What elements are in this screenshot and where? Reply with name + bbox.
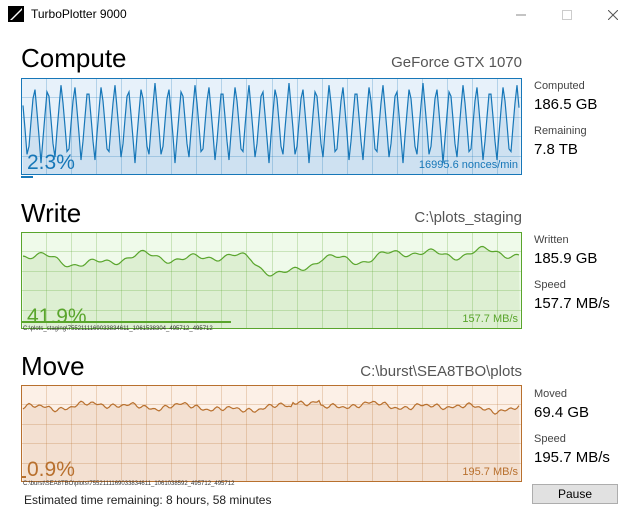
write-percent: 41.9%: [27, 305, 87, 328]
move-speed-value: 195.7 MB/s: [534, 449, 610, 466]
compute-graph: 2.3% 16995.6 nonces/min: [21, 78, 522, 175]
written-value: 185.9 GB: [534, 250, 598, 267]
move-progress-fill: [21, 476, 26, 478]
compute-progress-fill: [21, 176, 33, 178]
graph-grid: [22, 79, 521, 174]
write-graph-plot: [21, 232, 522, 329]
minimize-button[interactable]: [498, 0, 544, 30]
activity-line: [22, 399, 520, 415]
title-bar: TurboPlotter 9000: [0, 0, 636, 30]
compute-graph-plot: [21, 78, 522, 175]
compute-progress: [21, 176, 522, 178]
moved-label: Moved: [534, 388, 568, 400]
move-file: C:\burst\SEA8TBO\plots\75521111690338346…: [23, 481, 235, 487]
write-file: C:\plots_staging\7552111169033834611_106…: [23, 326, 213, 332]
computed-label: Computed: [534, 80, 585, 92]
app-logo-icon: [8, 6, 24, 22]
write-speed-label: Speed: [534, 279, 566, 291]
graph-grid: [22, 233, 521, 328]
write-title: Write: [21, 198, 82, 228]
maximize-icon: [562, 10, 572, 20]
write-progress-fill: [21, 321, 231, 323]
minimize-icon: [516, 14, 526, 16]
compute-rate: 16995.6 nonces/min: [418, 159, 518, 171]
activity-line: [22, 245, 520, 277]
move-graph-plot: [21, 385, 522, 482]
write-path: C:\plots_staging: [414, 209, 522, 226]
move-graph: 0.9% 195.7 MB/s: [21, 385, 522, 482]
eta-text: Estimated time remaining: 8 hours, 58 mi…: [24, 493, 272, 507]
activity-line: [22, 82, 520, 164]
write-speed-value: 157.7 MB/s: [534, 295, 610, 312]
compute-title: Compute: [21, 43, 127, 73]
remaining-label: Remaining: [534, 125, 587, 137]
computed-value: 186.5 GB: [534, 96, 598, 113]
remaining-value: 7.8 TB: [534, 141, 578, 158]
compute-device: GeForce GTX 1070: [391, 54, 522, 71]
write-progress: [21, 321, 522, 323]
window-title: TurboPlotter 9000: [31, 7, 127, 21]
move-speed-label: Speed: [534, 433, 566, 445]
moved-value: 69.4 GB: [534, 404, 590, 421]
close-button[interactable]: [590, 0, 636, 30]
move-progress: [21, 476, 522, 478]
written-label: Written: [534, 234, 569, 246]
move-path: C:\burst\SEA8TBO\plots: [360, 363, 522, 380]
close-icon: [608, 10, 618, 20]
write-rate: 157.7 MB/s: [462, 313, 518, 325]
move-percent: 0.9%: [27, 458, 75, 481]
move-rate: 195.7 MB/s: [462, 466, 518, 478]
compute-percent: 2.3%: [27, 151, 75, 174]
move-title: Move: [21, 351, 85, 381]
maximize-button[interactable]: [544, 0, 590, 30]
write-graph: 41.9% 157.7 MB/s: [21, 232, 522, 329]
pause-button[interactable]: Pause: [532, 484, 618, 504]
